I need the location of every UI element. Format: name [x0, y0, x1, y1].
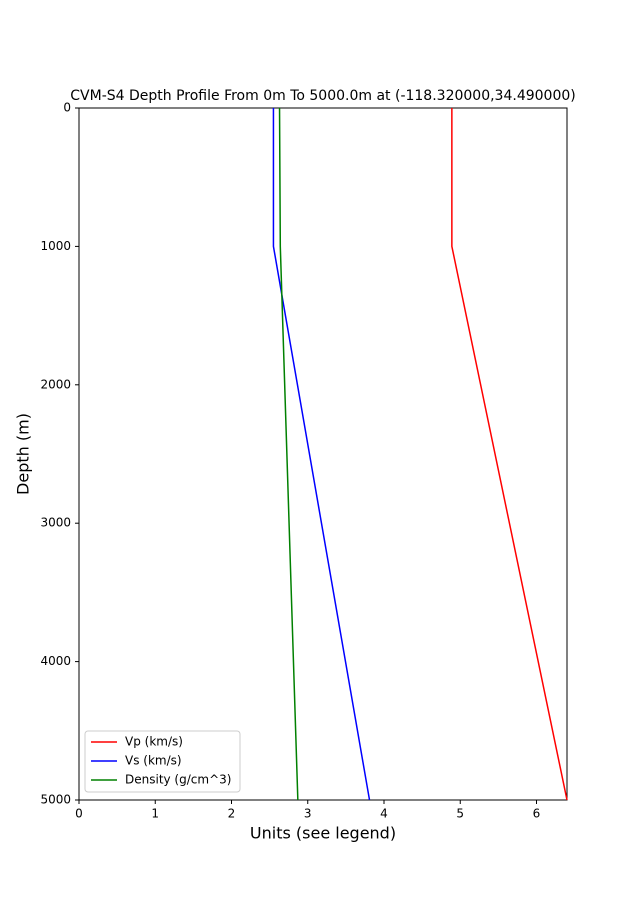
series-line: [272, 108, 371, 801]
series-line: [278, 107, 299, 801]
x-tick-label: 3: [304, 807, 312, 821]
chart-title: CVM-S4 Depth Profile From 0m To 5000.0m …: [70, 88, 575, 104]
y-axis-label: Depth (m): [14, 413, 33, 495]
x-tick-label: 5: [456, 807, 464, 821]
x-tick-label: 2: [228, 807, 236, 821]
legend-label: Density (g/cm^3): [125, 773, 231, 787]
x-tick-label: 1: [151, 807, 159, 821]
x-axis-label: Units (see legend): [250, 824, 396, 843]
y-tick-label: 3000: [40, 516, 71, 530]
y-tick-label: 2000: [40, 377, 71, 391]
y-tick-label: 4000: [40, 654, 71, 668]
legend-label: Vp (km/s): [125, 735, 183, 749]
y-tick-label: 0: [63, 101, 71, 115]
y-tick-label: 1000: [40, 239, 71, 253]
plot-frame: [78, 107, 568, 801]
x-tick-label: 4: [380, 807, 388, 821]
x-tick-label: 0: [75, 807, 83, 821]
legend-box: [84, 730, 241, 793]
legend-label: Vs (km/s): [125, 754, 182, 768]
y-tick-label: 5000: [40, 793, 71, 807]
series-line: [451, 108, 568, 801]
x-tick-label: 6: [533, 807, 541, 821]
